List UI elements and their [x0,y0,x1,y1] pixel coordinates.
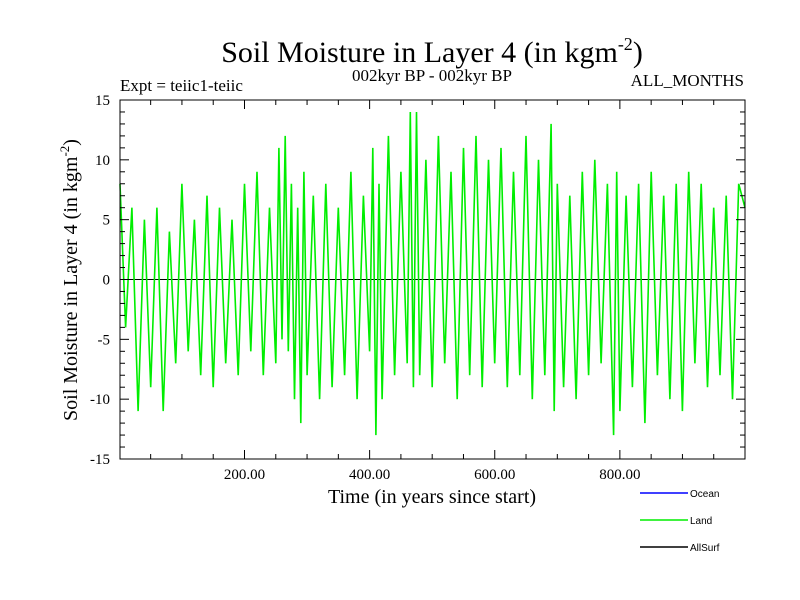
y-tick-label: 5 [103,213,111,229]
y-tick-label: -5 [98,332,111,348]
chart-title-superscript: -2 [618,34,633,54]
y-tick-label: 10 [95,153,110,169]
y-tick-label: -10 [90,392,110,408]
y-axis-label-superscript: -2 [57,146,72,157]
x-tick-label: 200.00 [224,467,265,483]
chart-title-main: Soil Moisture in Layer 4 (in kgm [221,36,618,69]
legend-label-ocean: Ocean [690,489,719,500]
plot-area [119,111,746,436]
subtitle-right: ALL_MONTHS [631,71,744,90]
series-line-land [119,111,746,436]
x-tick-label: 600.00 [474,467,515,483]
y-axis-label: Soil Moisture in Layer 4 (in kgm-2) [57,139,82,421]
y-tick-label: 0 [103,273,111,289]
x-tick-label: 800.00 [599,467,640,483]
y-tick-label: 15 [95,93,110,109]
subtitle-center: 002kyr BP - 002kyr BP [352,66,512,85]
x-axis: 200.00 400.00 600.00 800.00 [150,100,715,483]
chart-title: Soil Moisture in Layer 4 (in kgm-2) [221,34,643,69]
legend-label-allsurf: AllSurf [690,543,720,554]
y-tick-label: -15 [90,452,110,468]
x-tick-label: 400.00 [349,467,390,483]
legend-label-land: Land [690,516,712,527]
y-axis-label-suffix: ) [60,139,82,146]
y-axis: -15 -10 -5 0 5 10 15 [90,93,745,468]
subtitle-left: Expt = teiic1-teiic [120,76,243,95]
legend: Ocean Land AllSurf [640,489,720,554]
chart-title-suffix: ) [633,36,643,69]
y-axis-label-main: Soil Moisture in Layer 4 (in kgm [60,156,82,421]
x-axis-label: Time (in years since start) [328,486,536,508]
